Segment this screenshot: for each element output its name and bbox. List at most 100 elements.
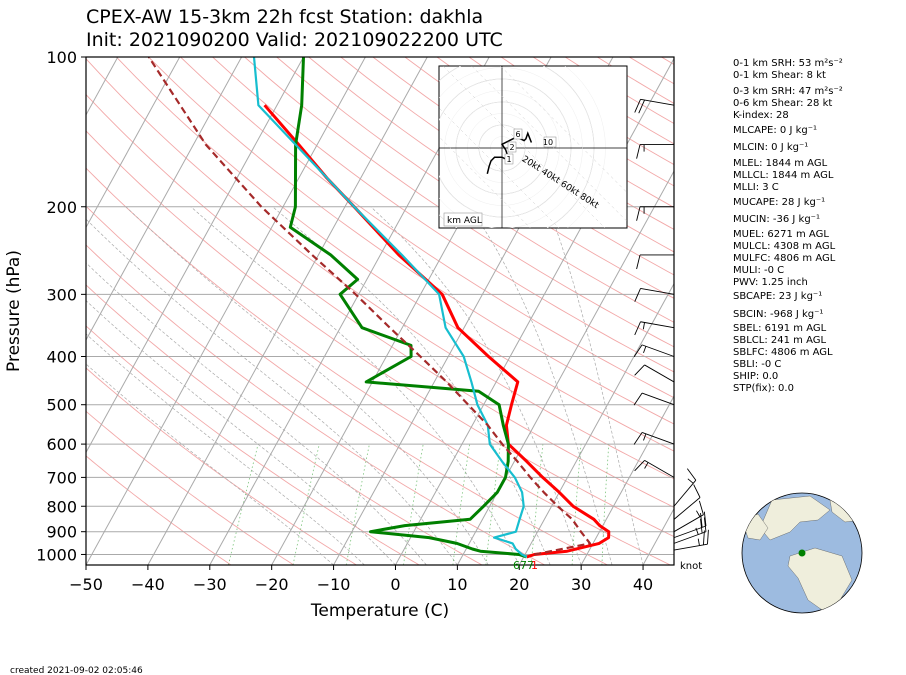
dry-adiabat — [212, 57, 674, 373]
dry-adiabat — [86, 410, 294, 565]
wind-barb — [634, 288, 675, 302]
dry-adiabat — [308, 57, 674, 299]
barb-flag — [636, 144, 641, 159]
x-tick-label: 40 — [633, 575, 653, 594]
barb-half — [642, 322, 645, 330]
barb-flag — [703, 530, 705, 545]
index-line: SBEL: 6191 m AGL — [733, 323, 827, 334]
isotherm — [147, 57, 428, 565]
wind-barb — [633, 344, 675, 358]
wind-barb — [633, 432, 675, 445]
barb-flag — [634, 288, 641, 302]
hodograph-height-label: 2 — [509, 143, 514, 152]
hodograph-diag — [439, 107, 560, 228]
barb-half — [643, 346, 647, 353]
barb-flag — [686, 468, 697, 481]
wind-barb — [636, 254, 674, 270]
moist-adiabat — [468, 206, 613, 565]
moist-adiabat — [272, 206, 551, 565]
y-tick-label: 600 — [46, 435, 77, 454]
index-line: 0-1 km Shear: 8 kt — [733, 70, 826, 81]
footer-created: created 2021-09-02 02:05:46 — [10, 666, 143, 675]
index-line: MULCL: 4308 m AGL — [733, 241, 836, 252]
wind-barb — [673, 500, 704, 533]
wind-barb — [673, 468, 697, 507]
barb-shaft — [673, 531, 707, 544]
plot-series — [147, 57, 611, 559]
hodograph-height-box — [507, 141, 517, 153]
dry-adiabat — [86, 455, 232, 565]
barb-flag — [634, 364, 645, 376]
wetbulb-line — [252, 57, 528, 558]
index-line: 0-3 km SRH: 47 m²s⁻² — [733, 86, 843, 97]
dry-adiabat — [148, 57, 674, 425]
x-tick-label: 10 — [447, 575, 467, 594]
barb-flag — [633, 392, 643, 406]
barb-flag — [707, 529, 709, 545]
x-axis-label: Temperature (C) — [310, 601, 449, 621]
mixing-ratio-line — [292, 444, 320, 565]
mixing-ratio-line — [403, 444, 424, 565]
hodograph-height-label: 1 — [506, 155, 511, 164]
index-line: MLEL: 1844 m AGL — [733, 158, 828, 169]
isotherm — [518, 282, 674, 565]
index-line: MUCAPE: 28 J kg⁻¹ — [733, 197, 825, 208]
index-line: MLCIN: 0 J kg⁻¹ — [733, 142, 808, 153]
barb-flag — [698, 500, 704, 515]
mixing-ratio-line — [345, 444, 370, 565]
hodograph-height-box — [543, 136, 557, 148]
barb-shaft — [644, 364, 675, 383]
index-line: MLLCL: 1844 m AGL — [733, 170, 834, 181]
dry-adiabat — [86, 167, 671, 565]
isotherm — [86, 57, 181, 229]
wind-barb — [636, 144, 674, 159]
index-line: MUCIN: -36 J kg⁻¹ — [733, 214, 820, 225]
mixing-ratio-line — [228, 443, 259, 565]
hodograph-diag — [500, 66, 627, 193]
x-tick-label: −40 — [131, 575, 165, 594]
moist-adiabat — [370, 206, 582, 565]
index-line: K-index: 28 — [733, 110, 789, 121]
y-tick-label: 400 — [46, 348, 77, 367]
moist-adiabat — [547, 206, 644, 565]
wind-barb — [634, 98, 675, 114]
dry-adiabat — [340, 57, 674, 276]
moist-adiabat — [190, 206, 520, 565]
x-tick-label: −10 — [317, 575, 351, 594]
barb-shaft — [644, 460, 675, 478]
index-line: SBLI: -0 C — [733, 359, 781, 370]
barb-shaft — [673, 543, 708, 551]
barb-half — [697, 538, 700, 546]
barb-flag — [633, 344, 643, 358]
moist-adiabat — [125, 206, 489, 565]
wind-barb — [636, 206, 674, 221]
barb-flag — [636, 206, 641, 221]
index-line: MLCAPE: 0 J kg⁻¹ — [733, 125, 817, 136]
y-tick-label: 1000 — [36, 545, 77, 564]
barb-flag — [703, 517, 707, 532]
dry-adiabat — [244, 57, 674, 348]
y-tick-label: 800 — [46, 497, 77, 516]
y-axis-label: Pressure (hPa) — [4, 250, 24, 372]
dry-adiabat — [86, 244, 545, 565]
y-tick-label: 500 — [46, 396, 77, 415]
hodograph-label: km AGL — [447, 216, 482, 226]
x-tick-label: −50 — [69, 575, 103, 594]
barb-half — [687, 478, 694, 484]
barb-flag — [636, 254, 641, 270]
wind-barb — [673, 484, 701, 520]
index-line: SBLFC: 4806 m AGL — [733, 347, 833, 358]
dry-adiabat — [86, 205, 608, 565]
hodograph-height-box — [504, 153, 514, 165]
barb-shaft — [673, 497, 701, 520]
index-line: MULFC: 4806 m AGL — [733, 253, 836, 264]
index-line: 0-6 km Shear: 28 kt — [733, 98, 832, 109]
hodograph-height-label: 10 — [543, 138, 553, 147]
dry-adiabat — [116, 57, 674, 452]
isotherm — [86, 57, 243, 341]
mixing-ratio-line — [530, 444, 544, 565]
station-marker — [798, 549, 806, 557]
x-tick-label: 30 — [571, 575, 591, 594]
barb-shaft — [641, 432, 675, 445]
index-line: MULI: -0 C — [733, 265, 784, 276]
